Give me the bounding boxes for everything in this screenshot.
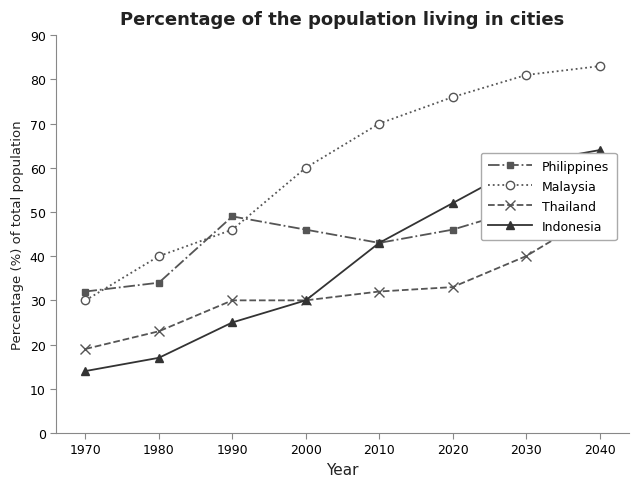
Philippines <box>449 227 456 233</box>
X-axis label: Year: Year <box>326 462 359 477</box>
Thailand <box>376 289 383 295</box>
Indonesia <box>522 161 530 167</box>
Thailand <box>228 298 236 304</box>
Indonesia <box>302 298 310 304</box>
Malaysia <box>449 95 456 101</box>
Indonesia <box>155 355 163 361</box>
Indonesia <box>596 148 604 154</box>
Philippines <box>82 289 90 295</box>
Indonesia <box>376 241 383 246</box>
Thailand <box>82 346 90 352</box>
Indonesia <box>82 368 90 374</box>
Line: Thailand: Thailand <box>81 208 604 354</box>
Malaysia <box>596 64 604 70</box>
Philippines <box>376 241 383 246</box>
Malaysia <box>522 73 530 79</box>
Y-axis label: Percentage (%) of total population: Percentage (%) of total population <box>11 120 24 349</box>
Philippines <box>522 205 530 211</box>
Line: Philippines: Philippines <box>82 183 603 295</box>
Malaysia <box>376 122 383 127</box>
Line: Indonesia: Indonesia <box>81 147 604 375</box>
Malaysia <box>155 254 163 260</box>
Thailand <box>596 210 604 216</box>
Malaysia <box>228 227 236 233</box>
Title: Percentage of the population living in cities: Percentage of the population living in c… <box>120 11 564 29</box>
Thailand <box>522 254 530 260</box>
Philippines <box>596 183 604 189</box>
Malaysia <box>302 165 310 171</box>
Thailand <box>155 329 163 335</box>
Indonesia <box>449 201 456 206</box>
Line: Malaysia: Malaysia <box>81 63 604 305</box>
Philippines <box>228 214 236 220</box>
Indonesia <box>228 320 236 325</box>
Malaysia <box>82 298 90 304</box>
Thailand <box>302 298 310 304</box>
Philippines <box>155 280 163 286</box>
Thailand <box>449 285 456 290</box>
Legend: Philippines, Malaysia, Thailand, Indonesia: Philippines, Malaysia, Thailand, Indones… <box>481 154 617 241</box>
Philippines <box>302 227 310 233</box>
